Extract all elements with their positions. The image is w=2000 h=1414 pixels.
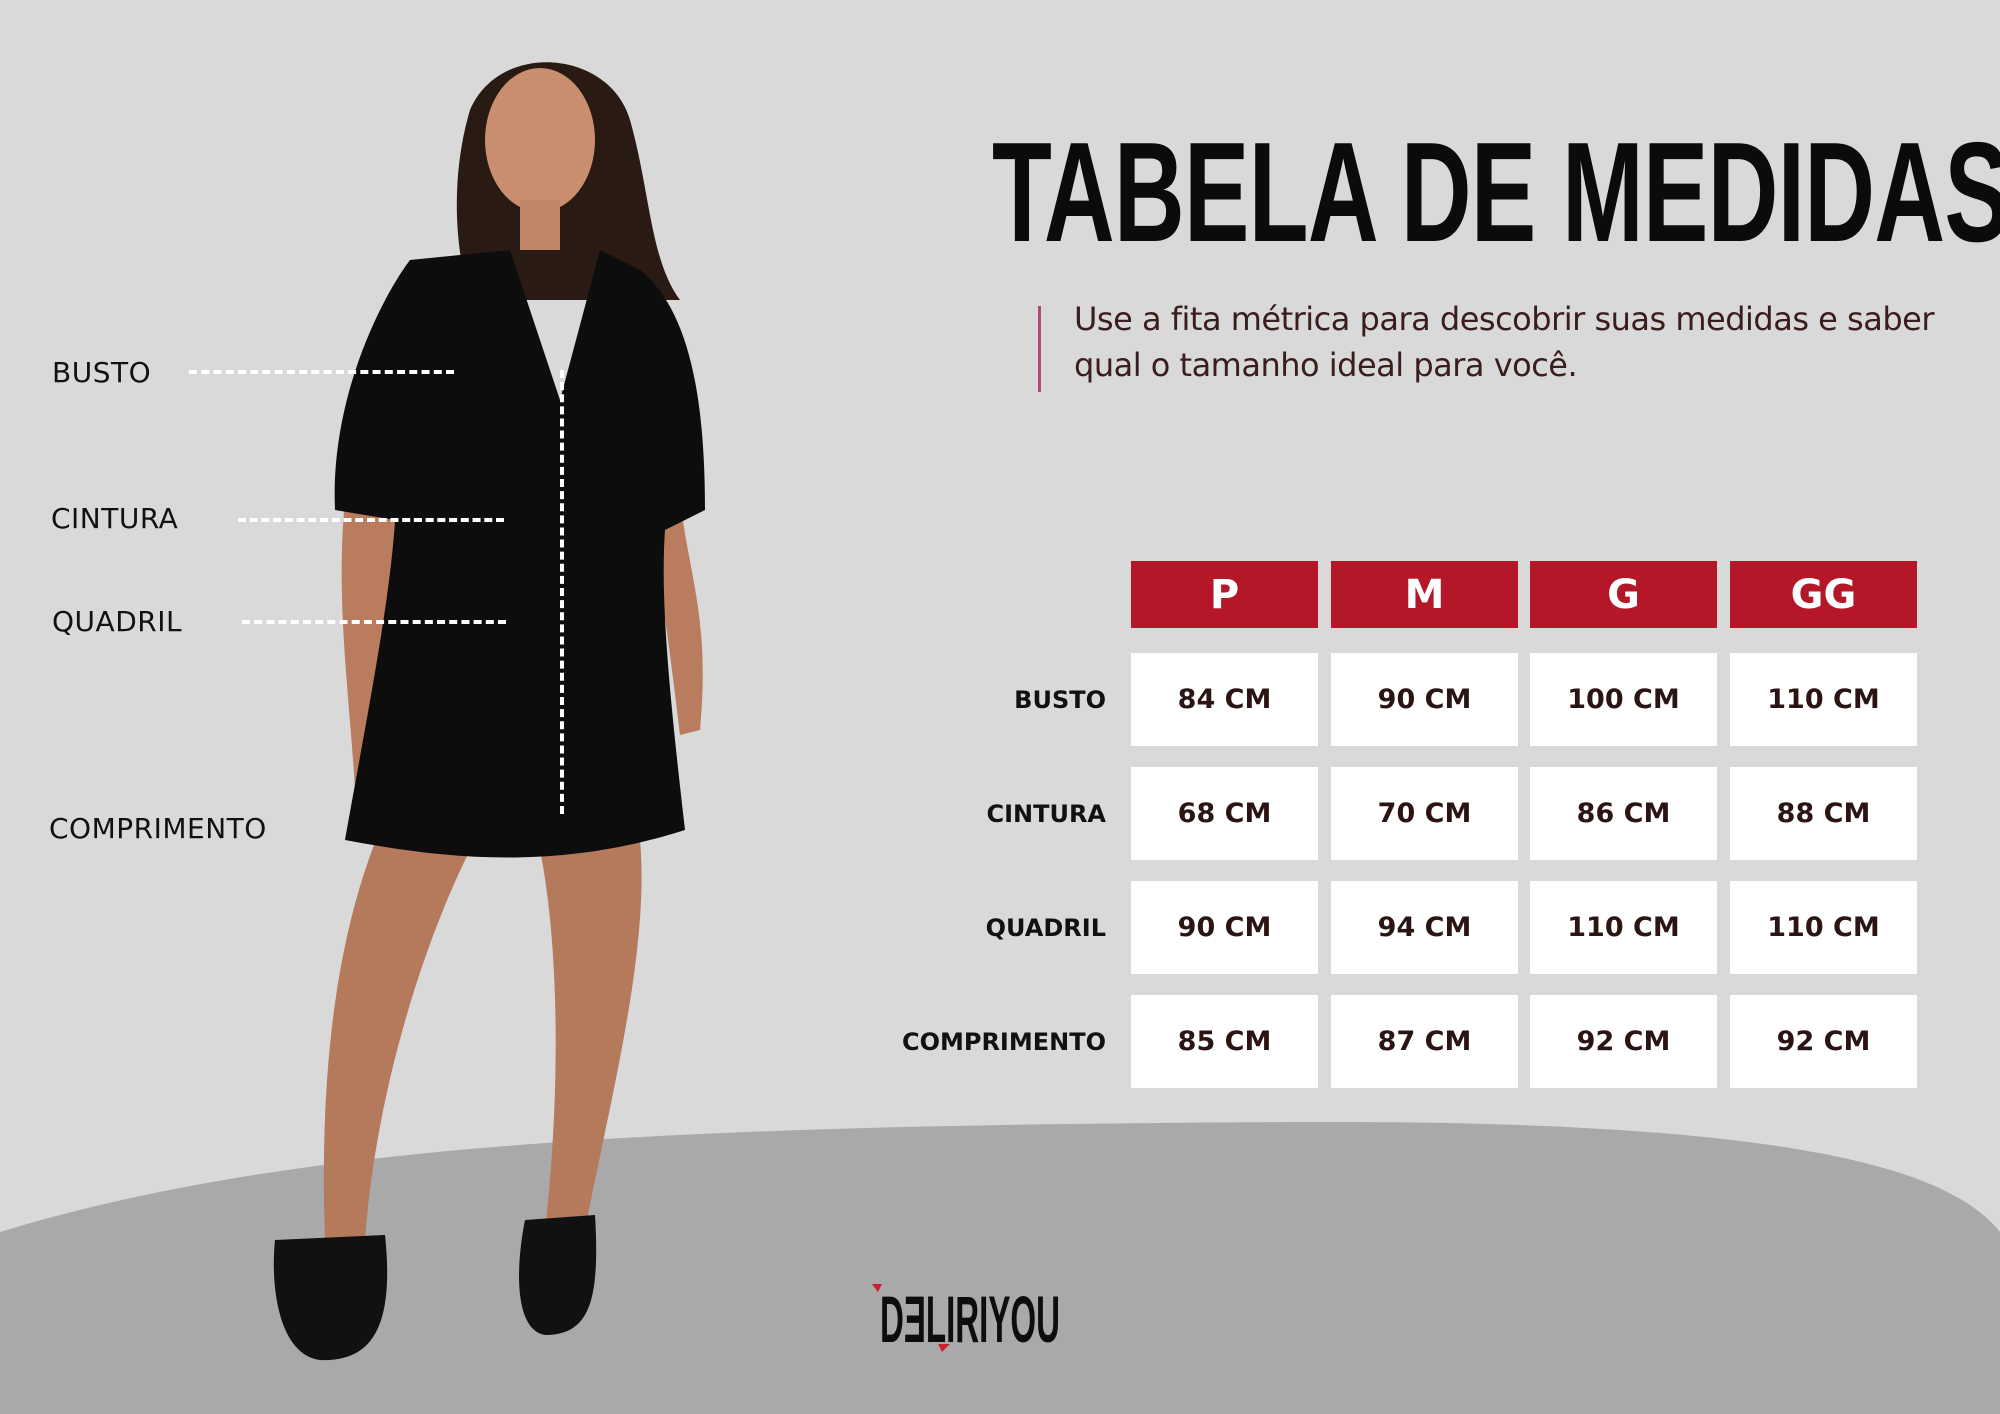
busto-dashed-line	[189, 370, 454, 374]
deliriyou-logo: DƎLIRIYOU	[872, 1282, 1060, 1352]
comprimento-dashed-line	[560, 370, 564, 814]
accent-bar	[1038, 306, 1041, 392]
cintura-dashed-line	[238, 518, 504, 522]
table-cell: 86 CM	[1530, 767, 1717, 860]
label-quadril: QUADRIL	[52, 605, 183, 638]
table-cell: 110 CM	[1730, 653, 1917, 746]
table-cell: 70 CM	[1331, 767, 1518, 860]
footer-curve	[0, 1121, 2000, 1414]
table-cell: 90 CM	[1331, 653, 1518, 746]
svg-text:DƎLIRIYOU: DƎLIRIYOU	[880, 1282, 1060, 1352]
row-label: QUADRIL	[985, 914, 1106, 942]
table-cell: 92 CM	[1530, 995, 1717, 1088]
row-label: COMPRIMENTO	[901, 1028, 1106, 1056]
table-cell: 87 CM	[1331, 995, 1518, 1088]
label-cintura: CINTURA	[51, 502, 179, 535]
table-cell: 110 CM	[1730, 881, 1917, 974]
header-p: P	[1131, 561, 1318, 628]
header-gg: GG	[1730, 561, 1917, 628]
table-cell: 94 CM	[1331, 881, 1518, 974]
model-photo	[273, 62, 705, 1361]
page-title: TABELA DE MEDIDAS	[992, 113, 2000, 272]
table-cell: 92 CM	[1730, 995, 1917, 1088]
table-cell: 100 CM	[1530, 653, 1717, 746]
label-busto: BUSTO	[52, 356, 152, 389]
header-m: M	[1331, 561, 1518, 628]
table-cell: 88 CM	[1730, 767, 1917, 860]
label-comprimento: COMPRIMENTO	[49, 812, 267, 845]
row-label: BUSTO	[1014, 686, 1106, 714]
table-cell: 110 CM	[1530, 881, 1717, 974]
table-cell: 85 CM	[1131, 995, 1318, 1088]
row-label: CINTURA	[986, 800, 1106, 828]
table-cell: 84 CM	[1131, 653, 1318, 746]
header-g: G	[1530, 561, 1717, 628]
subtitle: Use a fita métrica para descobrir suas m…	[1074, 300, 1934, 384]
quadril-dashed-line	[242, 620, 506, 624]
table-cell: 68 CM	[1131, 767, 1318, 860]
table-cell: 90 CM	[1131, 881, 1318, 974]
